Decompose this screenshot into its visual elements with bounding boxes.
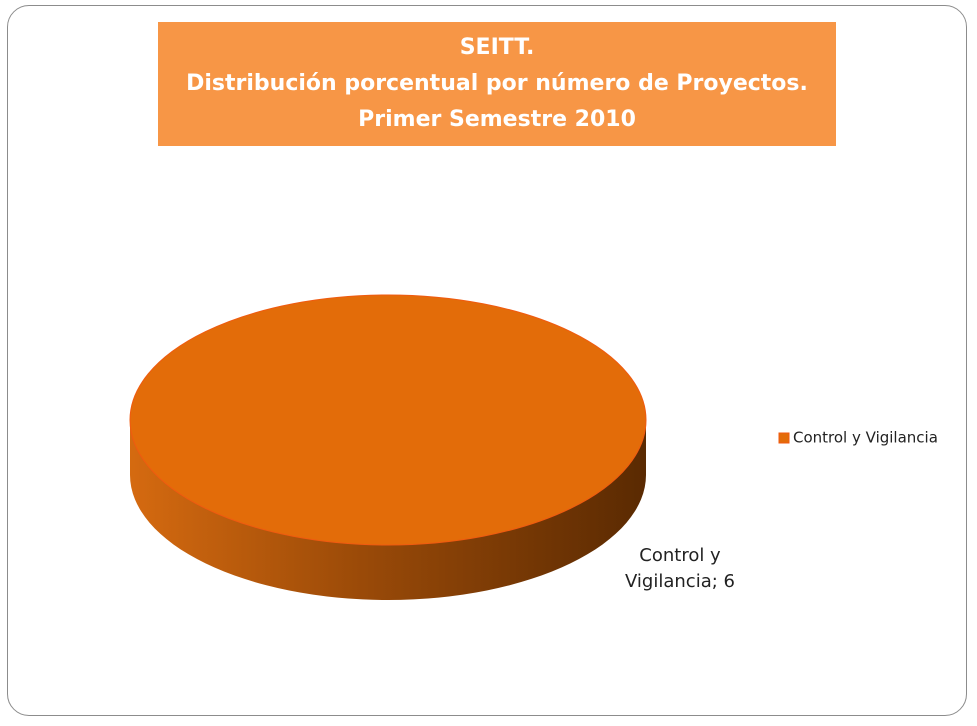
frame xyxy=(7,5,967,716)
legend-swatch xyxy=(778,432,790,444)
data-label: Control y Vigilancia; 6 xyxy=(625,545,735,592)
pie-side xyxy=(130,420,646,600)
legend-label: Control y Vigilancia xyxy=(793,429,938,447)
chart-title: SEITT. Distribución porcentual por númer… xyxy=(158,22,836,146)
pie-slice xyxy=(129,294,647,546)
